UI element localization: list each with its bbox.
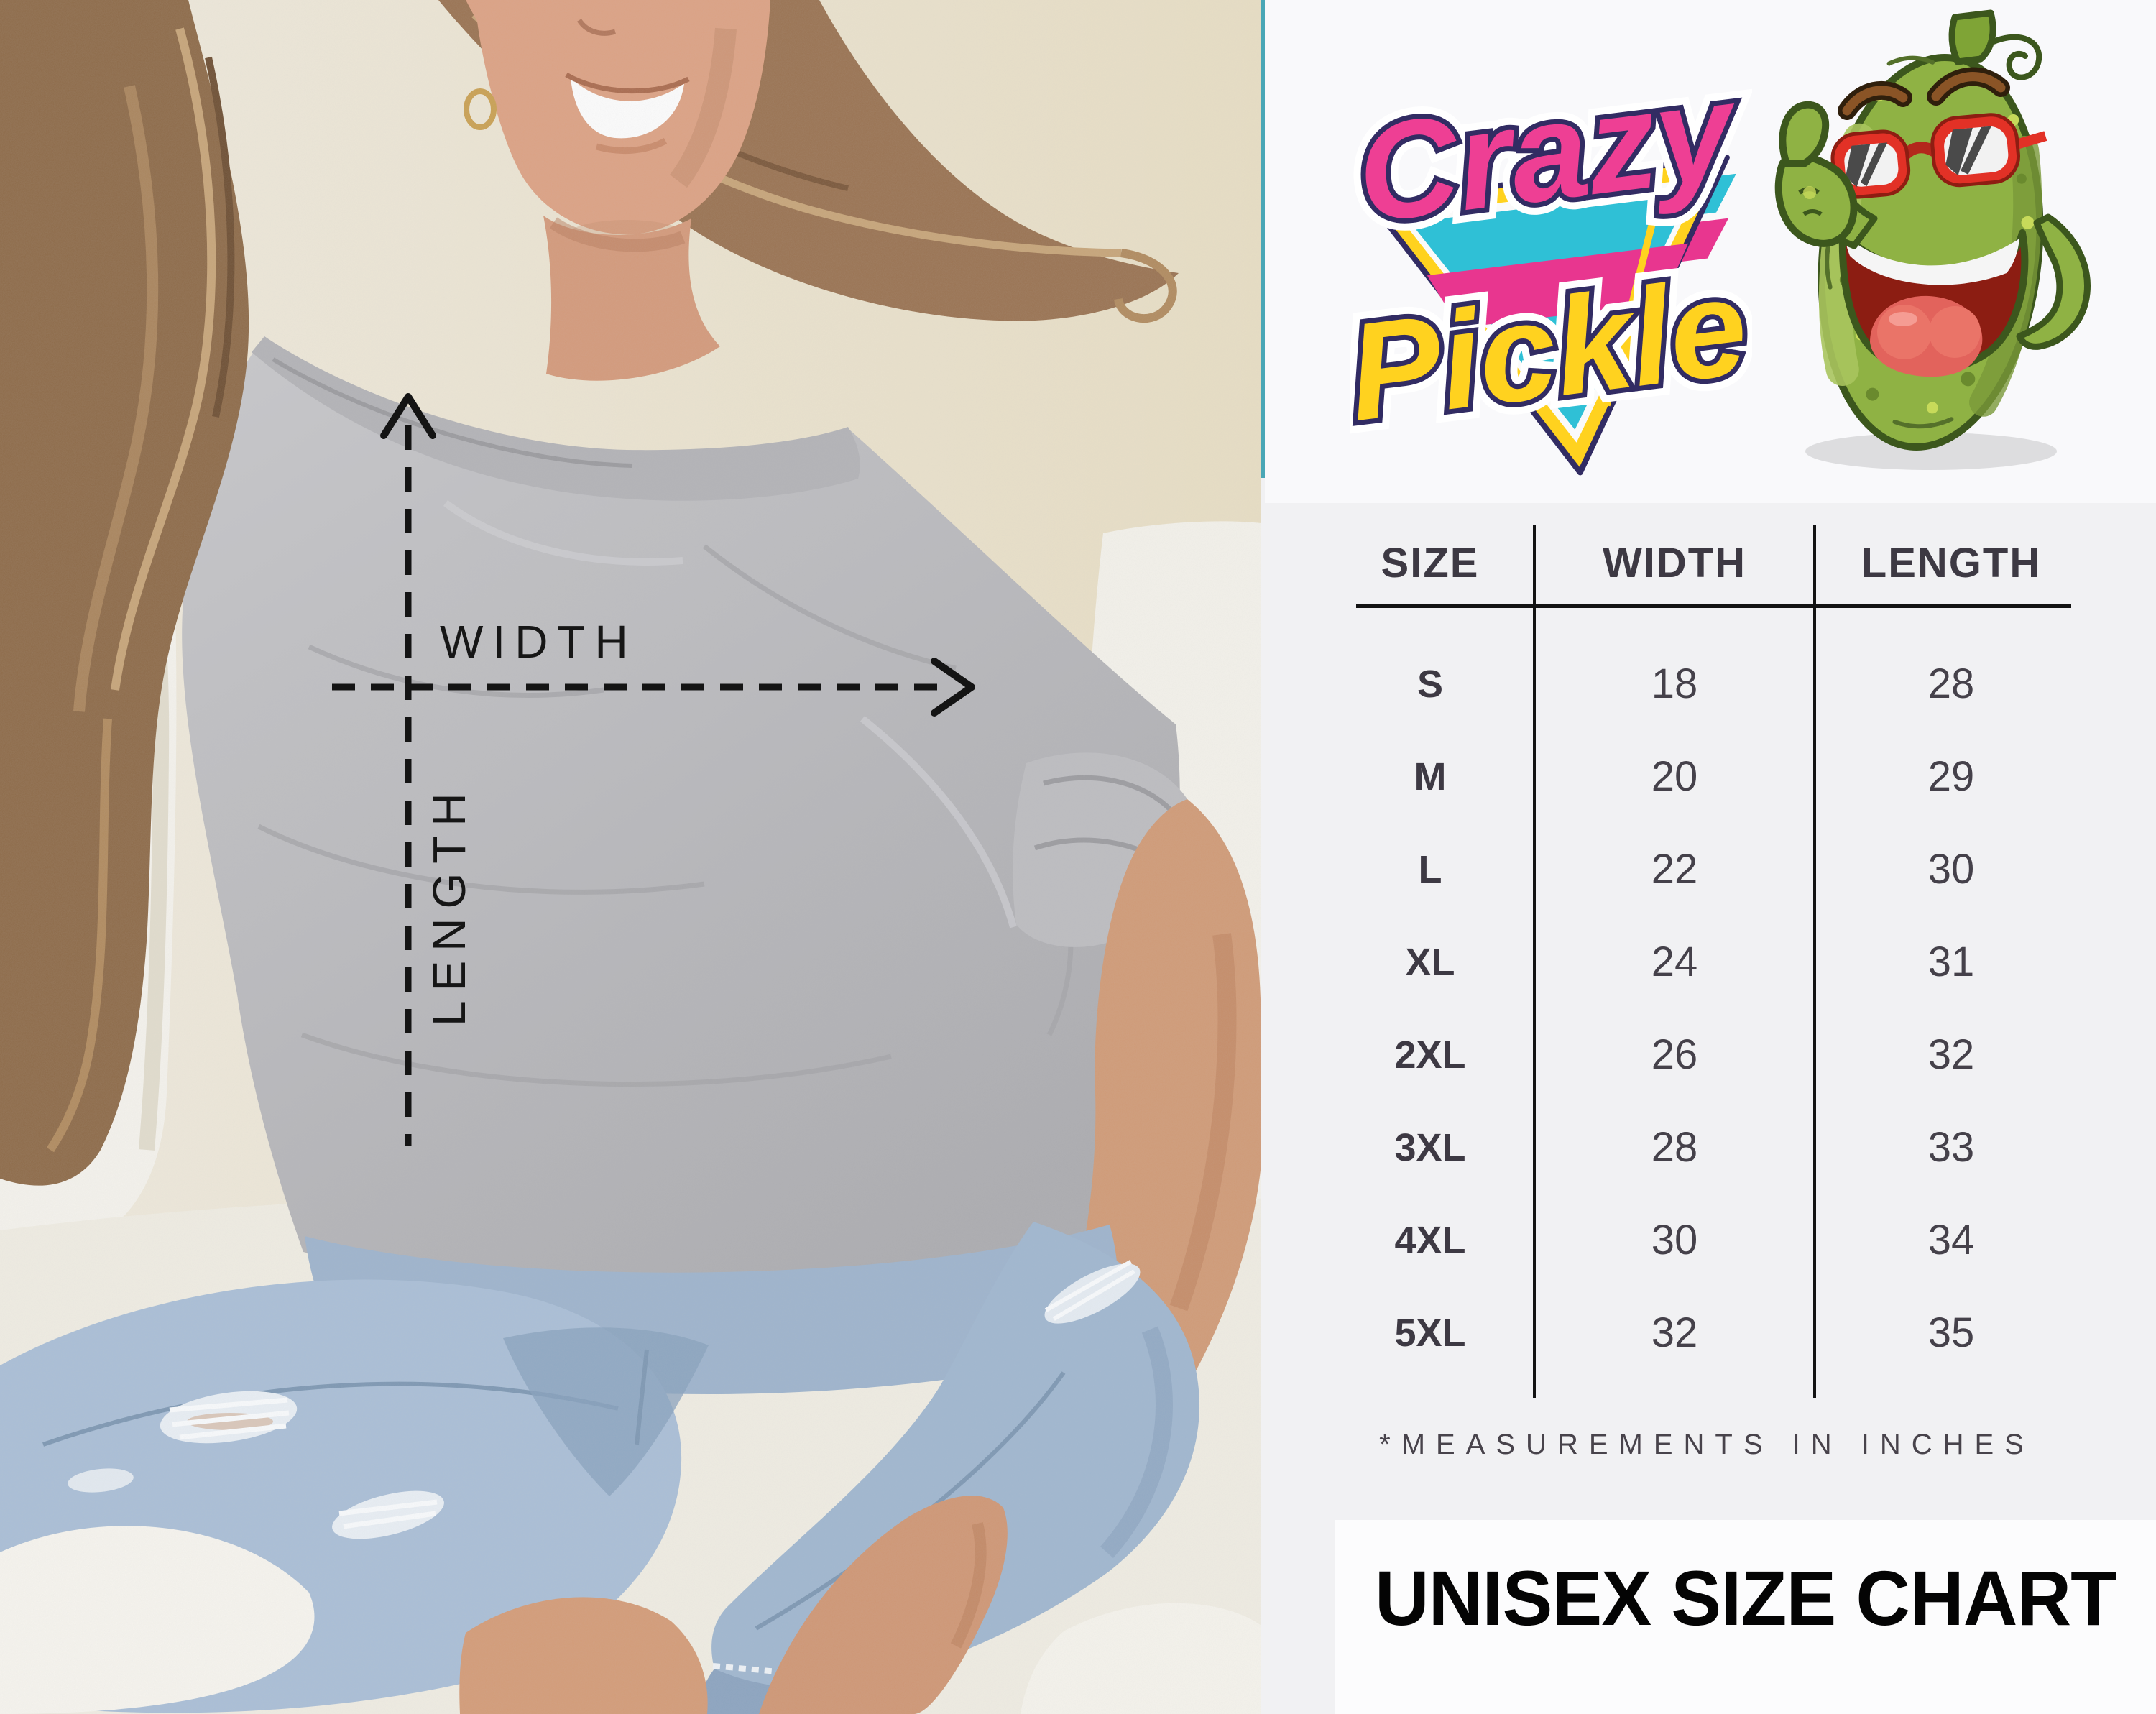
length-arrowhead-icon [380,393,436,439]
length-cell: 28 [1927,660,1975,707]
column-header-length: LENGTH [1861,540,2042,586]
size-cell: XL [1405,940,1455,984]
size-cell: M [1414,755,1447,798]
teal-accent-line [1261,0,1265,478]
width-cell: 22 [1651,846,1698,893]
size-cell: 2XL [1394,1033,1466,1077]
column-divider [1813,525,1816,1398]
mascot-arm-hip [2016,213,2091,350]
length-cell: 31 [1927,939,1975,985]
size-cell: S [1416,662,1444,706]
sunglasses-icon [1818,113,2047,199]
measurements-note: *MEASUREMENTS IN INCHES [1379,1429,2035,1460]
header-divider [1356,604,2071,608]
size-cell: 3XL [1394,1125,1466,1169]
length-cell: 35 [1927,1309,1975,1356]
table-row: S 18 28 [1326,637,2088,730]
product-photo: WIDTH LENGTH [0,0,1261,1714]
info-panel: Crazy Crazy Pickle Pickle [1261,0,2156,1714]
table-row: 2XL 26 32 [1326,1008,2088,1101]
width-measure-label: WIDTH [440,616,637,668]
chart-title: UNISEX SIZE CHART [1375,1554,2116,1641]
table-row: M 20 29 [1326,730,2088,823]
table-row: 3XL 28 33 [1326,1101,2088,1194]
column-header-size: SIZE [1381,540,1480,586]
size-table-header: SIZE WIDTH LENGTH [1326,522,2088,604]
width-cell: 28 [1651,1124,1698,1171]
mascot-eyebrows [1838,67,2010,120]
table-row: 4XL 30 34 [1326,1194,2088,1286]
measurement-arrows [332,393,975,1146]
brand-word-pickle: Pickle [1350,248,1752,450]
photo-grain [0,0,1261,1714]
length-cell: 32 [1927,1031,1975,1078]
logo-area: Crazy Crazy Pickle Pickle [1265,0,2156,503]
width-cell: 20 [1651,753,1698,800]
size-cell: 5XL [1394,1311,1466,1355]
size-table-rows: S 18 28 M 20 29 L 22 30 XL 24 31 2XL 26 32 3XL 28 33 4XL 30… [1326,604,2088,1379]
photo-illustration [0,0,1261,1714]
column-divider [1533,525,1536,1398]
length-measure-label: LENGTH [423,783,475,1026]
table-row: XL 24 31 [1326,916,2088,1008]
column-header-width: WIDTH [1602,540,1747,586]
pickle-stem [1948,9,1996,65]
width-cell: 30 [1651,1217,1698,1263]
table-row: L 22 30 [1326,823,2088,916]
width-arrowhead-icon [931,658,975,717]
length-cell: 30 [1927,846,1975,893]
width-cell: 24 [1651,939,1698,985]
size-table: SIZE WIDTH LENGTH S 18 28 M 20 29 L 22 30 XL 24 31 2… [1326,522,2088,1398]
mascot-mouth [1838,229,2029,377]
title-band: UNISEX SIZE CHART [1335,1520,2156,1714]
width-cell: 26 [1651,1031,1698,1078]
brand-logo: Crazy Crazy Pickle Pickle [1350,40,1752,476]
thumbs-up-icon [1774,101,1878,249]
length-cell: 33 [1927,1124,1975,1171]
width-cell: 18 [1651,660,1698,707]
length-cell: 34 [1927,1217,1975,1263]
table-row: 5XL 32 35 [1326,1286,2088,1379]
width-cell: 32 [1651,1309,1698,1356]
size-cell: L [1418,847,1442,891]
size-cell: 4XL [1394,1218,1466,1262]
pickle-mascot-icon [1774,9,2091,470]
length-cell: 29 [1927,753,1975,800]
